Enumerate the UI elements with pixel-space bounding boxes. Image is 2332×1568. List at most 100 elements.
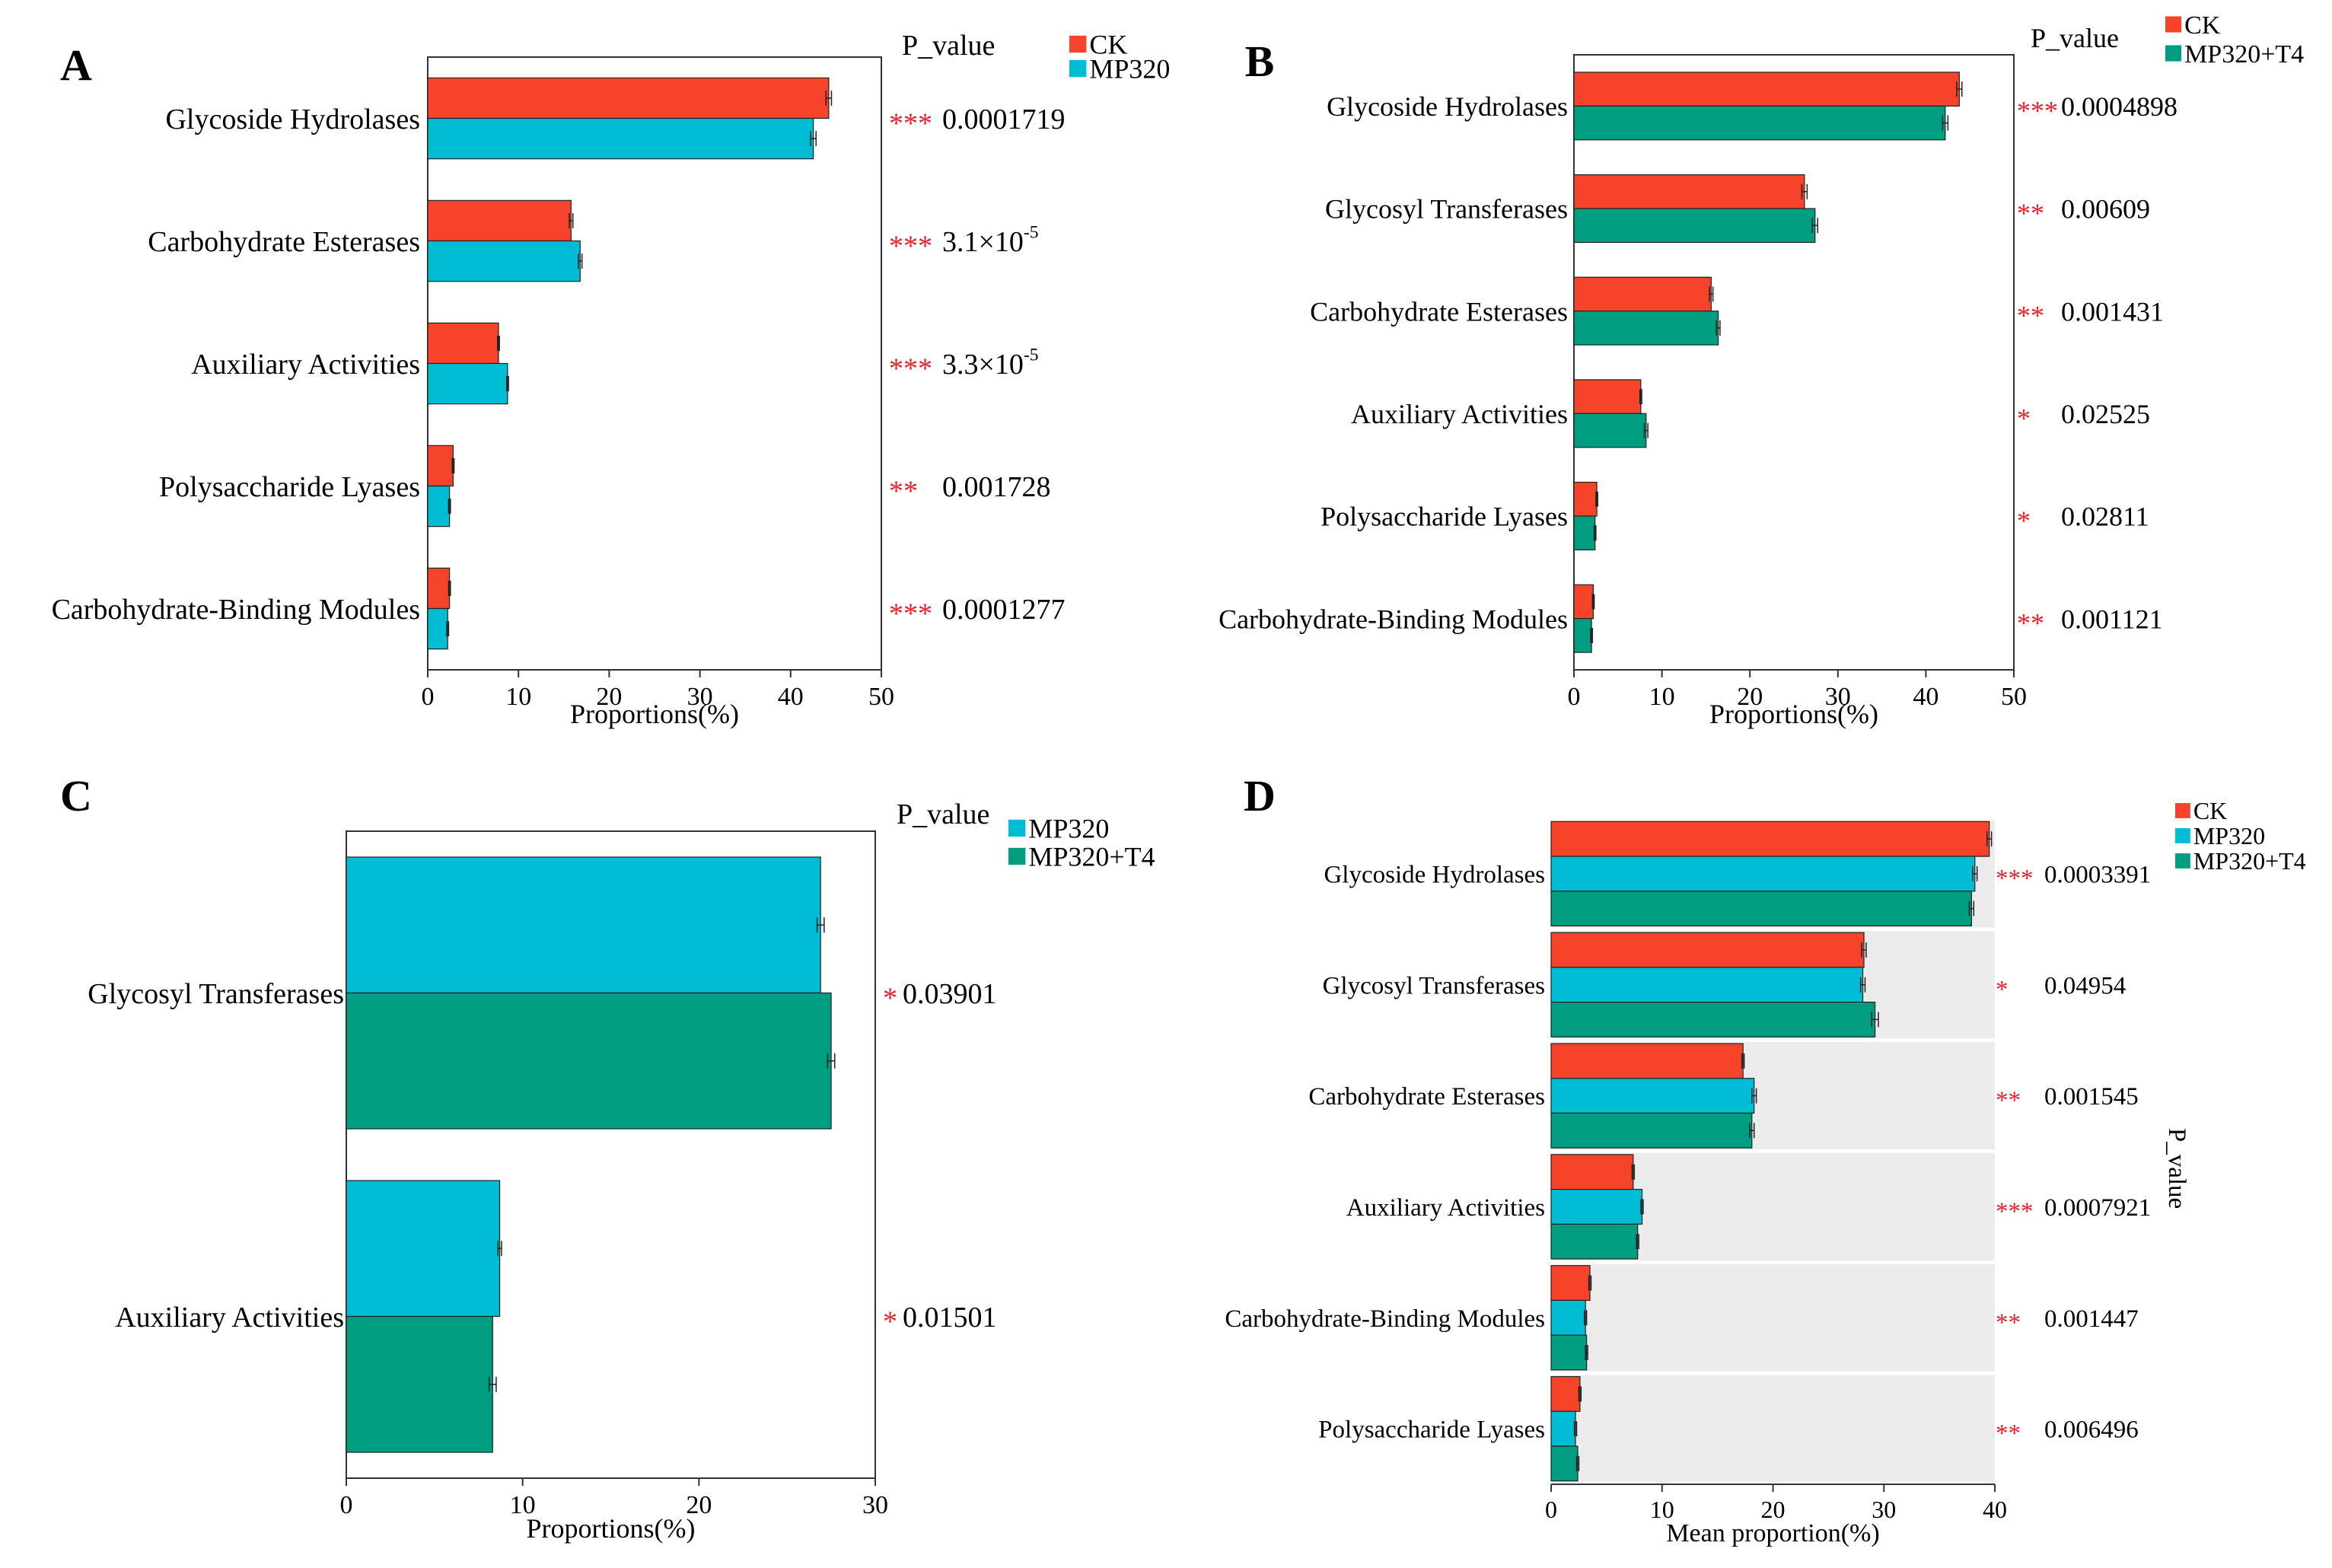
x-axis-label: Proportions(%)	[527, 1513, 696, 1544]
legend-swatch	[2175, 853, 2190, 868]
p-value: 0.0001277	[942, 594, 1066, 626]
p-value: 0.0001719	[942, 104, 1066, 135]
bar-ck	[427, 567, 451, 610]
legend-swatch	[2165, 45, 2182, 62]
category-label: Glycoside Hydrolases	[1327, 91, 1568, 122]
bar-ck	[427, 77, 830, 120]
legend-label: MP320+T4	[2193, 847, 2306, 875]
error-bar	[1639, 389, 1642, 405]
significance-stars: **	[2017, 608, 2044, 639]
error-bar	[1578, 1386, 1582, 1402]
bar-mp320	[1550, 1299, 1586, 1336]
error-bar	[1595, 491, 1598, 507]
error-bar	[1588, 1275, 1592, 1291]
error-bar	[1956, 81, 1963, 97]
error-bar	[497, 1241, 502, 1257]
x-tick-label: 30	[1872, 1496, 1896, 1523]
bar-ck	[1550, 1265, 1591, 1302]
p-value: 3.3×10-5	[942, 346, 1039, 381]
legend-swatch	[1008, 819, 1026, 837]
x-tick-label: 20	[596, 683, 622, 711]
significance-stars: ***	[2017, 95, 2058, 126]
category-label: Carbohydrate-Binding Modules	[52, 594, 420, 626]
bar-mp320	[427, 240, 581, 282]
significance-stars: ***	[889, 231, 932, 263]
bar-mp320-t4	[346, 1315, 493, 1453]
legend-label: MP320	[1028, 814, 1109, 844]
category-label: Carbohydrate Esterases	[148, 226, 420, 258]
x-tick-label: 10	[510, 1491, 536, 1519]
significance-stars: *	[2017, 505, 2031, 536]
bar-mp320-t4	[1550, 1445, 1579, 1482]
bar-mp320	[346, 1180, 501, 1318]
x-tick-label: 0	[1568, 683, 1581, 711]
p-value: 0.006496	[2044, 1417, 2139, 1444]
error-bar	[827, 1053, 836, 1069]
x-tick-label: 20	[1737, 683, 1763, 711]
error-bar	[1811, 218, 1818, 234]
error-bar	[1751, 1088, 1757, 1104]
bar-ck	[1550, 1375, 1581, 1412]
x-axis-label: Proportions(%)	[1709, 699, 1878, 729]
category-label: Glycoside Hydrolases	[1324, 861, 1545, 888]
error-bar	[1972, 865, 1978, 881]
error-bar	[497, 335, 500, 351]
error-bar	[1631, 1164, 1636, 1180]
significance-stars: *	[2017, 403, 2031, 433]
error-bar	[1859, 977, 1866, 993]
bar-ck	[1573, 72, 1960, 107]
panel-a: A Glycoside Hydrolases *** 0.0001719 Carbohy…	[52, 30, 1171, 729]
bar-ck	[1573, 379, 1642, 414]
category-label: Auxiliary Activities	[115, 1302, 344, 1334]
p-value: 0.02525	[2061, 399, 2150, 429]
x-tick-label: 10	[1650, 1496, 1674, 1523]
significance-stars: ***	[889, 598, 932, 630]
bar-ck	[1550, 932, 1865, 968]
significance-stars: ***	[1996, 1198, 2034, 1225]
x-tick-label: 50	[868, 683, 894, 711]
category-label: Polysaccharide Lyases	[1321, 502, 1568, 532]
error-bar	[1861, 942, 1867, 958]
significance-stars: *	[1996, 976, 2009, 1003]
error-bar	[1643, 422, 1649, 438]
bar-ck	[1573, 584, 1594, 620]
significance-stars: **	[889, 476, 918, 508]
x-tick-label: 30	[862, 1491, 888, 1519]
x-tick-label: 40	[1983, 1496, 2007, 1523]
bar-mp320-t4	[1550, 1334, 1588, 1371]
bar-mp320	[1550, 856, 1976, 892]
legend-swatch	[1069, 59, 1087, 78]
significance-stars: *	[883, 983, 897, 1015]
category-band	[1551, 1264, 1995, 1372]
legend-swatch	[1069, 35, 1087, 53]
error-bar	[816, 917, 825, 933]
p-value: 0.03901	[903, 978, 997, 1010]
error-bar	[1636, 1234, 1639, 1250]
p-value: 0.04954	[2044, 972, 2126, 999]
error-bar	[1573, 1421, 1578, 1437]
p-value-exponent: -5	[1024, 223, 1039, 243]
bar-mp320-t4	[1573, 515, 1596, 551]
error-bar	[1871, 1012, 1879, 1028]
x-tick-label: 40	[1913, 683, 1939, 711]
legend-swatch	[1008, 847, 1026, 865]
x-tick-label: 50	[2001, 683, 2027, 711]
error-bar	[1741, 1053, 1745, 1069]
bar-ck	[1573, 276, 1712, 312]
bar-ck	[1550, 821, 1990, 857]
x-axis-label: Mean proportion(%)	[1666, 1519, 1879, 1547]
p-value: 0.02811	[2061, 502, 2149, 532]
p-value: 0.0004898	[2061, 91, 2177, 122]
category-band	[1551, 1375, 1995, 1483]
legend-label: CK	[1089, 30, 1127, 60]
legend-label: MP320	[2193, 822, 2265, 849]
bar-ck	[1573, 174, 1805, 209]
p-value: 0.001545	[2044, 1083, 2139, 1111]
error-bar	[1709, 286, 1714, 302]
significance-stars: ***	[1996, 865, 2034, 892]
bar-mp320	[1550, 1078, 1755, 1114]
category-label: Carbohydrate-Binding Modules	[1219, 604, 1568, 634]
